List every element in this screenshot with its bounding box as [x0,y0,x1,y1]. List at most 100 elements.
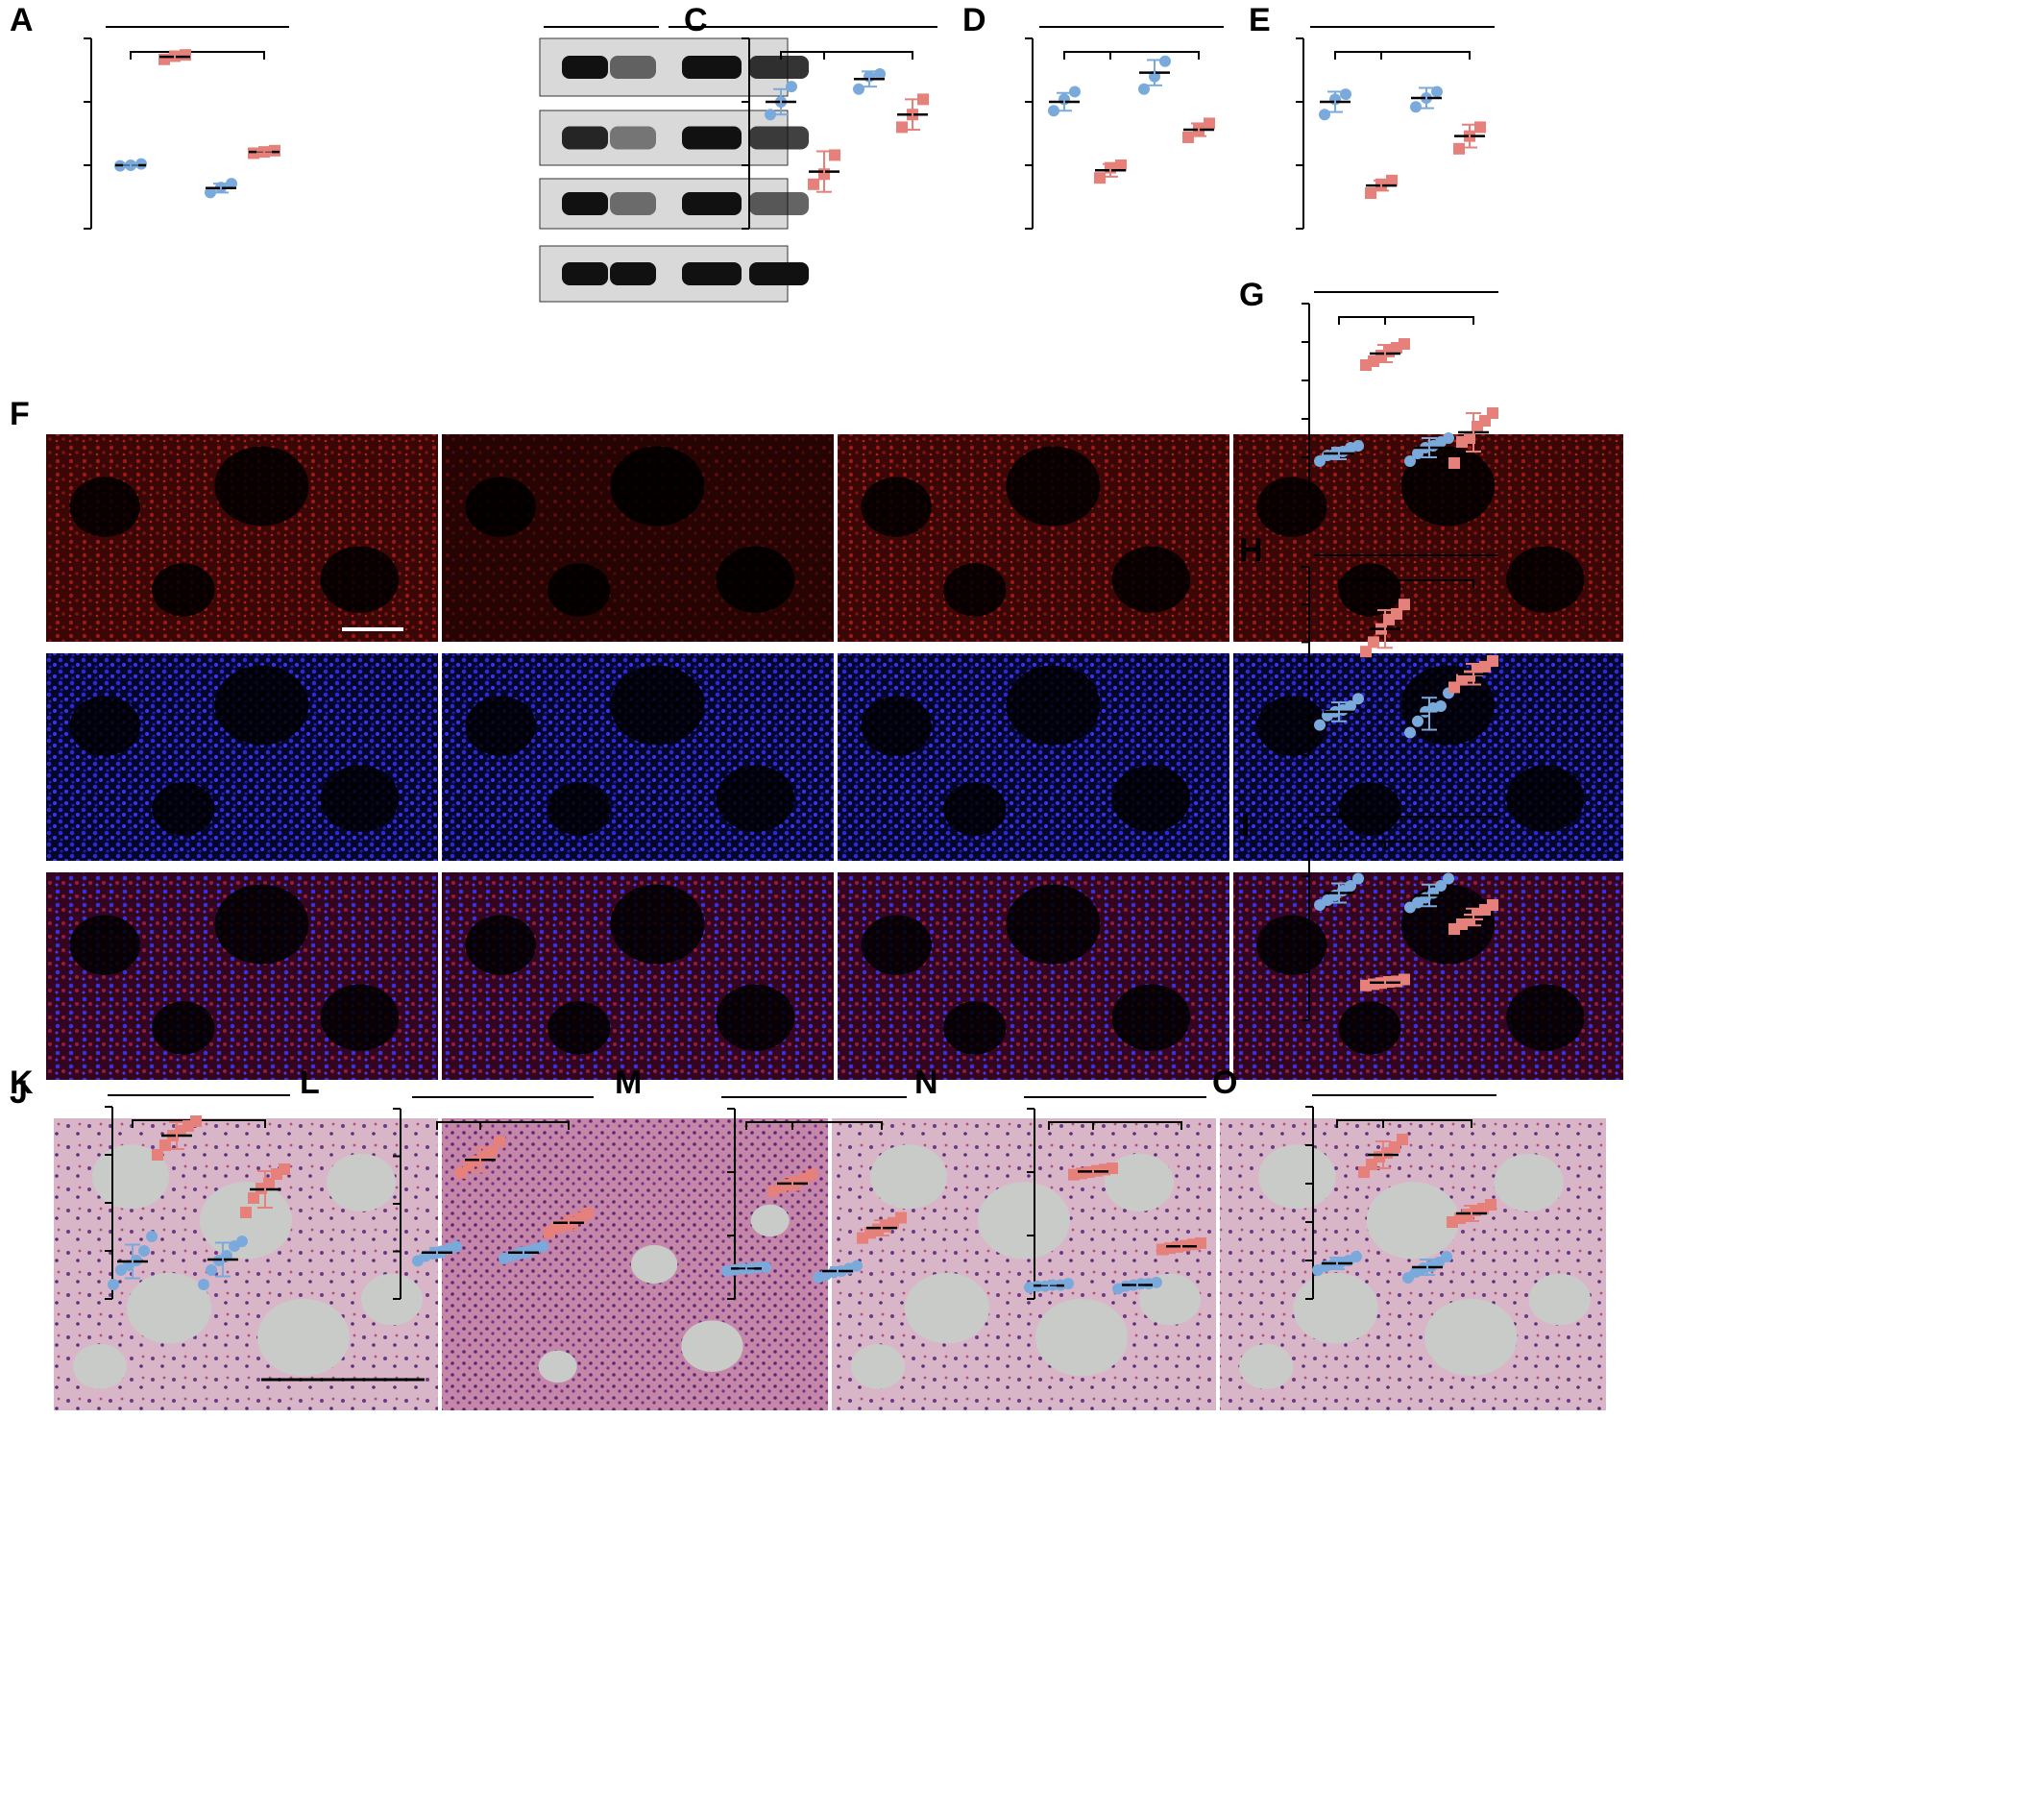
if-alveolar-space [716,546,795,613]
if-alveolar-space [548,1001,611,1055]
he-alveolar-space [681,1320,743,1372]
data-point [1448,457,1460,469]
he-alveolar-space [1494,1153,1564,1211]
panel-letter-H: H [1239,532,1263,569]
data-point [1195,1236,1206,1249]
he-alveolar-space [127,1272,211,1344]
panel-letter-O: O [1212,1065,1237,1101]
if-alveolar-space [1256,915,1327,975]
if-alveolar-space [1006,665,1101,746]
he-alveolar-space [1366,1182,1460,1260]
data-point [1368,636,1379,649]
data-point [1435,700,1447,713]
significance-bracket [1380,51,1471,60]
chart-M: M [615,1065,907,1300]
if-alveolar-space [465,915,536,975]
data-point [226,178,237,190]
if-alveolar-space [548,563,611,617]
western-blot-panel [539,26,809,303]
he-alveolar-space [257,1298,350,1377]
panel-letter-K: K [10,1065,34,1101]
chart-E: E [1249,2,1495,230]
wb-band [610,262,656,285]
data-point [917,93,929,106]
data-point [152,1149,163,1161]
wb-band [682,56,742,79]
significance-bracket [1334,51,1382,60]
data-point [1048,105,1059,117]
if-alveolar-space [320,984,400,1051]
he-alveolar-space [630,1244,678,1285]
data-point [765,109,776,121]
wb-band [682,192,742,215]
significance-bracket [1338,316,1386,325]
if-alveolar-space [716,765,795,832]
chart-N: N [914,1065,1206,1300]
data-point [1443,872,1454,885]
if-alveolar-space [1338,782,1401,836]
if-alveolar-space [943,1001,1007,1055]
data-point [896,121,908,134]
chart-D: D [962,2,1224,230]
chart-O: O [1212,1065,1496,1300]
data-point [1340,88,1351,101]
if-alveolar-space [214,884,309,965]
if-alveolar-space [1506,765,1585,832]
significance-bracket [479,1121,570,1130]
if-alveolar-space [152,782,215,836]
data-point [1352,693,1364,705]
significance-bracket [1382,1119,1472,1128]
data-point [760,1261,771,1273]
wb-band [749,126,809,150]
if-alveolar-space [610,884,705,965]
data-point [1204,117,1215,130]
panel-letter-G: G [1239,277,1264,313]
chart-C: C [684,2,937,230]
data-point [1410,101,1422,113]
panel-letter-N: N [914,1065,938,1101]
if-alveolar-space [1338,563,1401,617]
he-alveolar-space [978,1182,1070,1260]
data-point [1094,172,1106,184]
data-point [537,1240,548,1253]
data-point [1345,700,1356,713]
if-alveolar-space [610,665,705,746]
data-point [1182,131,1194,143]
chart-A: A [10,2,289,230]
if-alveolar-space [152,1001,215,1055]
panel-letter-C: C [684,2,708,38]
if-alveolar-space [610,446,705,526]
data-point [1062,1278,1074,1290]
if-alveolar-space [214,665,309,746]
he-alveolar-space [1528,1273,1591,1326]
data-point [1474,121,1486,134]
panel-letter-D: D [962,2,986,38]
wb-band [562,56,608,79]
data-point [138,1245,150,1257]
data-point [806,1168,817,1181]
if-alveolar-space [861,477,932,537]
he-alveolar-space [1105,1153,1174,1211]
chart-panels: A C D E G H I K L M N O [10,2,1498,1300]
if-alveolar-space [1111,546,1191,613]
immunofluorescence-panel: F [10,396,1623,1080]
wb-band [682,262,742,285]
he-alveolar-space [327,1153,396,1211]
if-alveolar-space [1338,1001,1401,1055]
data-point [248,1192,259,1204]
data-point [1443,432,1454,444]
data-point [1360,646,1372,658]
significance-bracket [1384,841,1474,849]
data-point [1069,86,1081,98]
data-point [1485,1199,1496,1211]
he-alveolar-space [905,1272,989,1344]
if-alveolar-space [320,765,400,832]
data-point [108,1279,119,1290]
data-point [1435,880,1447,892]
data-point [198,1279,209,1290]
he-alveolar-space [870,1144,947,1210]
if-alveolar-space [465,696,536,756]
panel-letter-L: L [300,1065,320,1101]
if-alveolar-space [152,563,215,617]
